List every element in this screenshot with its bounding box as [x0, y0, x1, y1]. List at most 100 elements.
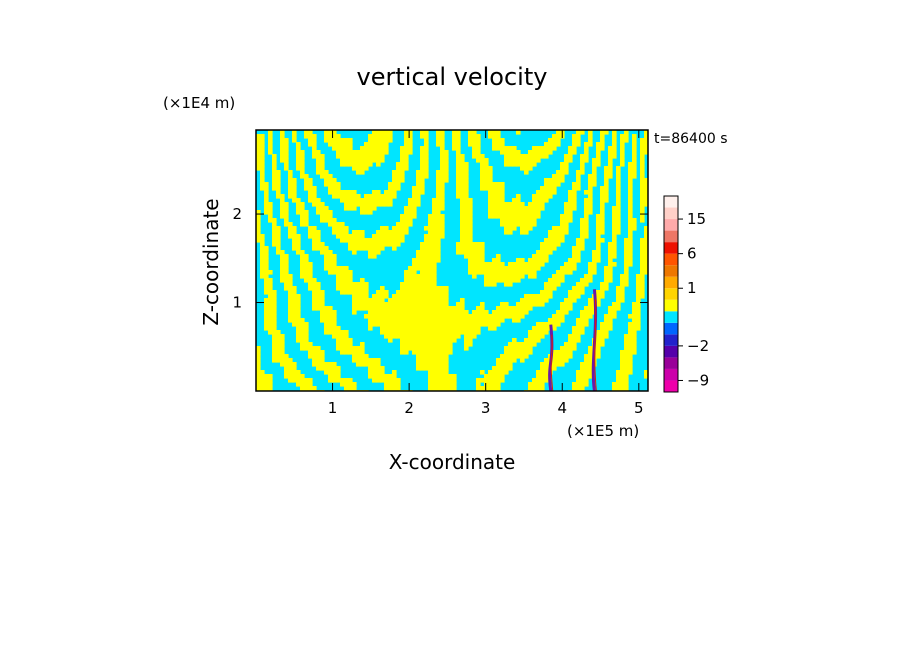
positive-cell [304, 254, 309, 259]
positive-cell [512, 150, 517, 155]
positive-cell [560, 278, 565, 283]
positive-cell [380, 130, 385, 135]
positive-cell [612, 206, 617, 211]
positive-cell [344, 238, 349, 243]
positive-cell [396, 306, 401, 311]
positive-cell [288, 298, 293, 303]
positive-cell [264, 306, 269, 311]
positive-cell [436, 170, 441, 175]
positive-cell [532, 326, 537, 331]
positive-cell [336, 226, 341, 231]
positive-cell [296, 166, 301, 171]
positive-cell [484, 186, 489, 191]
positive-cell [400, 286, 405, 291]
positive-cell [284, 210, 289, 215]
positive-cell [264, 378, 269, 383]
positive-cell [548, 230, 553, 235]
positive-cell [312, 290, 317, 295]
positive-cell [644, 130, 648, 135]
positive-cell [416, 330, 421, 335]
positive-cell [580, 382, 585, 387]
positive-cell [368, 154, 373, 159]
positive-cell [412, 282, 417, 287]
positive-cell [488, 210, 493, 215]
positive-cell [308, 282, 313, 287]
positive-cell [376, 238, 381, 243]
positive-cell [344, 378, 349, 383]
positive-cell [460, 298, 465, 303]
positive-cell [552, 234, 557, 239]
positive-cell [340, 222, 345, 227]
positive-cell [316, 290, 321, 295]
positive-cell [300, 274, 305, 279]
positive-cell [520, 218, 525, 223]
positive-cell [316, 230, 321, 235]
positive-cell [432, 386, 437, 391]
positive-cell [532, 210, 537, 215]
positive-cell [304, 274, 309, 279]
positive-cell [268, 214, 273, 219]
positive-cell [632, 318, 637, 323]
positive-cell [440, 338, 445, 343]
positive-cell [636, 286, 641, 291]
positive-cell [404, 314, 409, 319]
positive-cell [588, 362, 593, 367]
positive-cell [480, 162, 485, 167]
positive-cell [564, 166, 569, 171]
positive-cell [572, 138, 577, 143]
positive-cell [512, 226, 517, 231]
positive-cell [416, 262, 421, 267]
positive-cell [268, 134, 273, 139]
positive-cell [516, 310, 521, 315]
positive-cell [288, 222, 293, 227]
positive-cell [512, 350, 517, 355]
positive-cell [264, 206, 269, 211]
positive-cell [508, 146, 513, 151]
positive-cell [292, 322, 297, 327]
positive-cell [424, 134, 429, 139]
positive-cell [320, 166, 325, 171]
positive-cell [452, 138, 457, 143]
positive-cell [412, 330, 417, 335]
positive-cell [552, 242, 557, 247]
positive-cell [484, 166, 489, 171]
positive-cell [384, 150, 389, 155]
positive-cell [332, 194, 337, 199]
positive-cell [584, 226, 589, 231]
positive-cell [380, 246, 385, 251]
positive-cell [340, 158, 345, 163]
positive-cell [616, 194, 621, 199]
positive-cell [436, 330, 441, 335]
positive-cell [580, 222, 585, 227]
positive-cell [324, 210, 329, 215]
positive-cell [512, 318, 517, 323]
positive-cell [552, 230, 557, 235]
positive-cell [624, 262, 629, 267]
positive-cell [400, 146, 405, 151]
positive-cell [436, 286, 441, 291]
positive-cell [332, 258, 337, 263]
positive-cell [400, 150, 405, 155]
positive-cell [448, 378, 453, 383]
positive-cell [276, 234, 281, 239]
positive-cell [512, 338, 517, 343]
positive-cell [508, 306, 513, 311]
positive-cell [456, 306, 461, 311]
positive-cell [444, 342, 449, 347]
positive-cell [364, 210, 369, 215]
positive-cell [528, 346, 533, 351]
positive-cell [644, 254, 648, 259]
positive-cell [596, 246, 601, 251]
positive-cell [508, 154, 513, 159]
positive-cell [600, 194, 605, 199]
positive-cell [524, 218, 529, 223]
positive-cell [640, 166, 645, 171]
positive-cell [260, 262, 265, 267]
positive-cell [436, 190, 441, 195]
positive-cell [360, 298, 365, 303]
positive-cell [576, 170, 581, 175]
positive-cell [352, 190, 357, 195]
positive-cell [264, 310, 269, 315]
positive-cell [564, 306, 569, 311]
positive-cell [332, 366, 337, 371]
